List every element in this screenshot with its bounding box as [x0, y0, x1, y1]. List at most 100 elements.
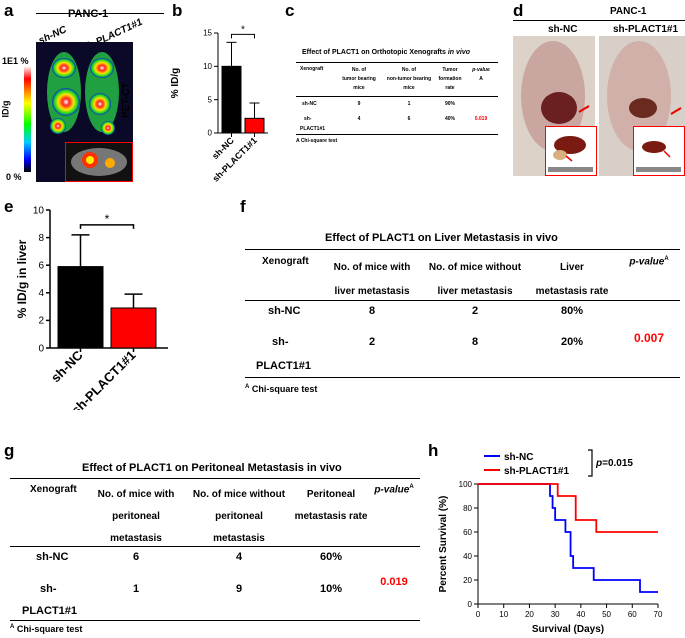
significance-bracket [231, 33, 255, 39]
table-c-rule-mid [296, 96, 498, 97]
table-c-r1-c2: 9 [357, 101, 361, 107]
table-c-r1-c3: 1 [407, 101, 411, 107]
table-f-r1-c2: 8 [368, 305, 376, 317]
table-c-r2-c1: sh- [304, 116, 312, 122]
table-c-r2-c3: 6 [407, 116, 411, 122]
table-g-footnote-sup: A [10, 624, 15, 630]
table-c-r1-c4: 90% [444, 101, 455, 107]
x-tick-label: 10 [499, 610, 508, 619]
table-c-h4-l2: formation [438, 76, 462, 82]
survival-pvalue-value: =0.015 [602, 458, 633, 469]
chart-h: 0 10 20 30 40 50 60 70 0 20 40 60 80 100 Survival (Day… [438, 449, 663, 635]
pet-scale-unit: ID/g [0, 100, 11, 118]
survival-pvalue-symbol: p [595, 458, 602, 469]
table-g-r2-c1-cont: PLACT1#1 [22, 605, 78, 617]
table-g-r2-c1: sh- [40, 583, 57, 595]
table-f-h1: Xenograft [262, 256, 309, 267]
mouse-photo-sh-nc-graphic [521, 41, 590, 151]
table-c-r2-c4: 40% [444, 116, 455, 122]
mouse-inset-sh-plact1-graphic [636, 141, 681, 172]
y-tick-label: 100 [459, 480, 473, 489]
pet-ct-image [36, 42, 133, 182]
panel-d-title: PANC-1 [610, 6, 647, 17]
table-f-h3-l2: liver metastasis [437, 286, 513, 297]
table-g-h5-text: p-value [374, 484, 410, 496]
y-tick-label: 0 [38, 343, 44, 354]
table-f-r1-c4: 80% [560, 305, 584, 317]
survival-line-sh-PLACT1#1 [478, 483, 658, 533]
legend-label-sh-PLACT1#1: sh-PLACT1#1 [504, 466, 569, 477]
table-c-h2-l3: mice [353, 85, 365, 91]
y-tick-label: 2 [38, 316, 44, 327]
x-tick-label: 40 [576, 610, 585, 619]
table-c-rule-bottom [296, 134, 498, 135]
table-f-r2-c4: 20% [560, 336, 584, 348]
table-c-h2-l2: tumor bearing [342, 76, 376, 82]
table-f-h4-l2: metastasis rate [535, 286, 609, 297]
x-tick-label: 60 [628, 610, 637, 619]
mouse-photo-sh-plact1-graphic [607, 41, 682, 151]
table-f-h2: No. of mice with liver metastasis [324, 256, 420, 304]
panel-label-g: g [4, 441, 15, 460]
legend-bracket [588, 449, 593, 477]
table-f-h2-l1: No. of mice with [333, 262, 411, 273]
y-tick-label: 4 [38, 288, 44, 299]
pet-ct-label: PET-CT [121, 82, 132, 118]
table-g-h3-l2: peritoneal [215, 511, 263, 522]
table-f-r2-c1: sh- [272, 336, 289, 348]
mouse-inset-sh-nc [545, 126, 597, 176]
table-f-h3-l1: No. of mice without [428, 262, 522, 273]
table-c-pvalue: 0.019 [474, 116, 488, 122]
panel-label-a: a [4, 1, 14, 20]
table-g-r2-c4: 10% [319, 583, 343, 595]
table-f-pvalue: 0.007 [633, 331, 665, 345]
y-tick-label: 40 [463, 552, 472, 561]
pet-ct-graphic [47, 52, 119, 135]
pet-scale-bottom: 0 % [6, 172, 22, 182]
table-g-h2: No. of mice with peritoneal metastasis [88, 484, 184, 550]
table-c-r2-c1-cont: PLACT1#1 [300, 126, 326, 132]
y-tick-label: 60 [463, 528, 472, 537]
table-g-h4: Peritoneal metastasis rate [292, 484, 370, 528]
table-c-title: Effect of PLACT1 on Orthotopic Xenograft… [302, 49, 470, 56]
panel-a-title-rule [36, 13, 164, 14]
table-c-h3-l1: No. of [401, 67, 417, 73]
panel-label-e: e [4, 197, 14, 216]
table-g-rule-bottom [10, 620, 420, 621]
x-tick-label: sh-NC [48, 347, 86, 385]
panel-d-group-1: sh-NC [548, 24, 578, 35]
table-f-rule-bottom [245, 377, 680, 378]
y-tick-label: 10 [33, 205, 45, 216]
legend-label-sh-NC: sh-NC [504, 452, 533, 463]
table-g-h4-l1: Peritoneal [306, 489, 356, 500]
y-tick-label: 5 [208, 95, 213, 104]
survival-line-sh-NC [478, 483, 658, 593]
significance-bracket [79, 224, 135, 229]
table-f-h5: p-valueA [616, 256, 682, 267]
table-c-h5-l1: p-value [472, 67, 490, 73]
table-c-h4-l1: Tumor [442, 67, 458, 73]
pet-colorbar [24, 66, 31, 172]
table-c-h3: No. of non-tumor bearing mice [384, 66, 434, 93]
table-f-r2-c3: 8 [471, 336, 479, 348]
table-f-footnote: A Chi-square test [245, 384, 317, 394]
table-c-rule-top [296, 62, 498, 63]
table-g-h5: p-valueA [368, 484, 420, 495]
table-f-h3: No. of mice without liver metastasis [420, 256, 530, 304]
significance-star: * [241, 24, 245, 35]
table-c-h3-l2: non-tumor bearing [386, 76, 432, 82]
y-axis-label: % ID/g in liver [15, 239, 29, 318]
table-g-title: Effect of PLACT1 on Peritoneal Metastasi… [82, 462, 342, 474]
table-f-r1-c3: 2 [471, 305, 479, 317]
table-c-h2-l1: No. of [351, 67, 367, 73]
table-g-r1-c3: 4 [235, 551, 243, 563]
y-tick-label: 80 [463, 504, 472, 513]
panel-d-group-2: sh-PLACT1#1 [613, 24, 679, 35]
table-g-footnote-text: Chi-square test [16, 624, 83, 634]
panel-label-d: d [513, 1, 524, 20]
x-tick-label: 50 [602, 610, 611, 619]
x-tick-label: 0 [476, 610, 481, 619]
table-g-r1-c1: sh-NC [36, 551, 69, 563]
